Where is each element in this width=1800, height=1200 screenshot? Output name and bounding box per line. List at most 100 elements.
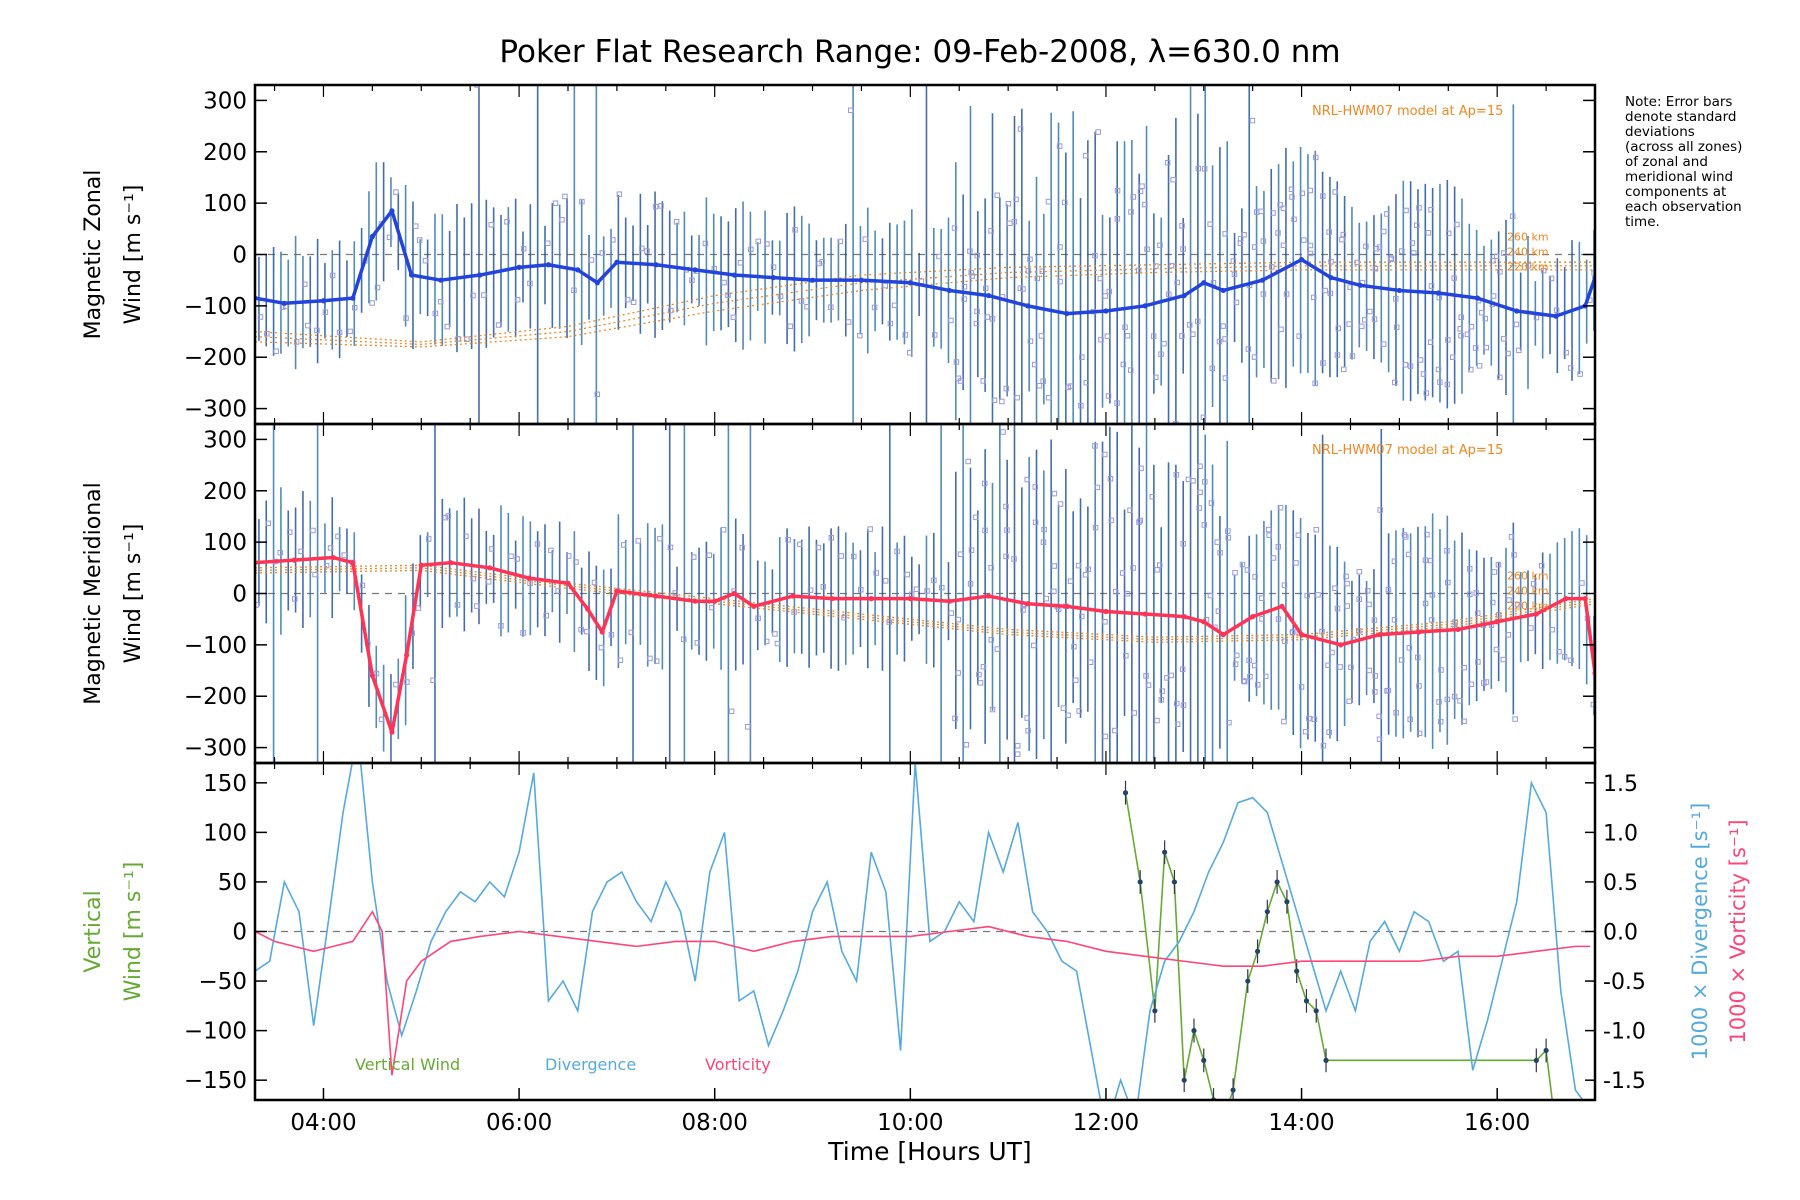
divergence-axis-label: 1000 × Divergence [s⁻¹] [1688,803,1712,1061]
scatter-point [498,623,504,629]
scatter-point [1468,681,1475,687]
scatter-point [422,257,429,264]
scatter-point [1366,601,1372,608]
scatter-point [454,602,461,608]
scatter-point [1174,279,1180,286]
scatter-point [514,296,521,303]
scatter-point [403,315,409,321]
scatter-point [787,323,793,330]
scatter-point [1158,351,1164,357]
scatter-point [1064,447,1069,452]
scatter-point [1306,715,1312,722]
scatter-point [1409,240,1416,246]
right-tick-label: -1.0 [1603,1020,1646,1045]
error-bar-note: Note: Error bars denote standard deviati… [1625,94,1743,230]
scatter-point [764,241,770,247]
scatter-point [1252,244,1258,250]
scatter-point [1198,448,1203,453]
scatter-point [1513,509,1518,514]
scatter-point [1075,562,1082,569]
scatter-point [1275,616,1282,622]
scatter-point [1376,244,1383,250]
scatter-point [416,237,423,243]
scatter-point [1425,230,1432,236]
vertical-wind-point [1553,1127,1558,1132]
scatter-point [1092,524,1099,531]
scatter-point [1092,443,1098,449]
scatter-point [1107,476,1114,482]
scatter-point [1327,290,1334,297]
scatter-point [1144,246,1150,252]
scatter-point [1150,333,1157,339]
vertical-wind-point [1543,1047,1549,1054]
scatter-point [961,284,968,290]
scatter-point [373,670,380,677]
scatter-point [1169,766,1174,771]
scatter-point [1161,340,1167,347]
scatter-point [837,238,844,245]
mean-wind-point [1181,292,1187,299]
scatter-point [891,302,898,309]
scatter-point [1381,228,1387,235]
scatter-point [1291,216,1297,223]
scatter-point [1307,250,1314,257]
scatter-point [393,681,399,688]
mean-wind-point [477,272,483,278]
scatter-point [639,245,645,252]
scatter-point [1076,708,1082,714]
scatter-point [1244,567,1251,573]
y-tick-label: −100 [184,633,247,659]
mean-wind-point [526,575,532,581]
scatter-point [706,552,713,558]
scatter-point [1136,519,1142,525]
scatter-point [873,570,879,576]
x-tick-label: 10:00 [877,1110,943,1136]
plot-area-meridional [255,424,1595,771]
scatter-point [1237,240,1244,246]
scatter-point [994,646,1001,652]
scatter-point [841,614,847,621]
scatter-point [1202,479,1208,485]
mean-wind-point [389,729,395,735]
scatter-point [1190,331,1196,337]
scatter-point [1145,764,1150,769]
mean-wind-point [1533,611,1539,617]
mean-wind-point [692,267,698,273]
scatter-point [1014,394,1020,401]
scatter-point [1265,526,1272,533]
mean-wind-point [1279,603,1285,609]
y-tick-label: 200 [203,479,247,505]
scatter-point [474,603,480,609]
scatter-point [1105,393,1112,399]
scatter-point [1014,751,1021,757]
scatter-point [672,590,678,596]
scatter-point [1216,338,1223,345]
scatter-point [1313,154,1319,161]
scatter-point [1500,336,1507,342]
scatter-point [1112,588,1119,595]
vertical-wind-point [1313,1008,1319,1014]
scatter-point [644,248,650,254]
scatter-point [989,316,996,322]
mean-wind-point [369,673,375,679]
scatter-point [404,679,410,685]
scatter-point [1143,673,1149,679]
y-axis-label-line1: Magnetic Zonal [81,170,106,340]
scatter-point [1222,375,1229,381]
scatter-point [1293,560,1299,566]
scatter-point [273,348,279,354]
scatter-point [1385,586,1392,593]
scatter-point [925,446,930,451]
scatter-point [1407,716,1413,723]
scatter-point [1288,186,1295,193]
vertical-wind-point [1533,1057,1539,1063]
y-tick-label: 0 [232,243,247,269]
scatter-point [1538,562,1545,569]
scatter-point [744,724,751,730]
mean-wind-point [790,593,796,599]
scatter-point [1346,698,1352,705]
scatter-point [785,537,791,543]
altitude-label: 220 km [1507,600,1549,613]
scatter-point [562,193,568,200]
scatter-point [1201,166,1208,172]
